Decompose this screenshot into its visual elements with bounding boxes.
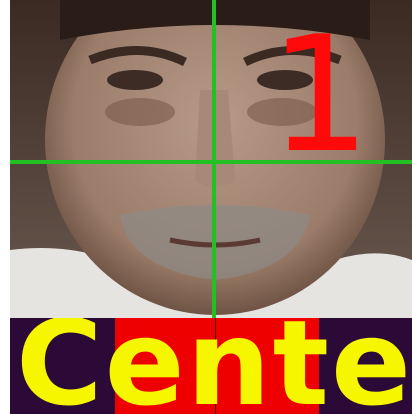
left-border (0, 0, 10, 318)
overlay-label: 1 (269, 1, 371, 188)
status-text: Center (16, 318, 412, 414)
camera-view: 1 (0, 0, 412, 318)
screen: 1 Center (() => { const data = JSON.pars… (0, 0, 412, 414)
eye (107, 70, 163, 90)
eye-bag (105, 98, 175, 126)
status-bar: Center (10, 318, 412, 414)
